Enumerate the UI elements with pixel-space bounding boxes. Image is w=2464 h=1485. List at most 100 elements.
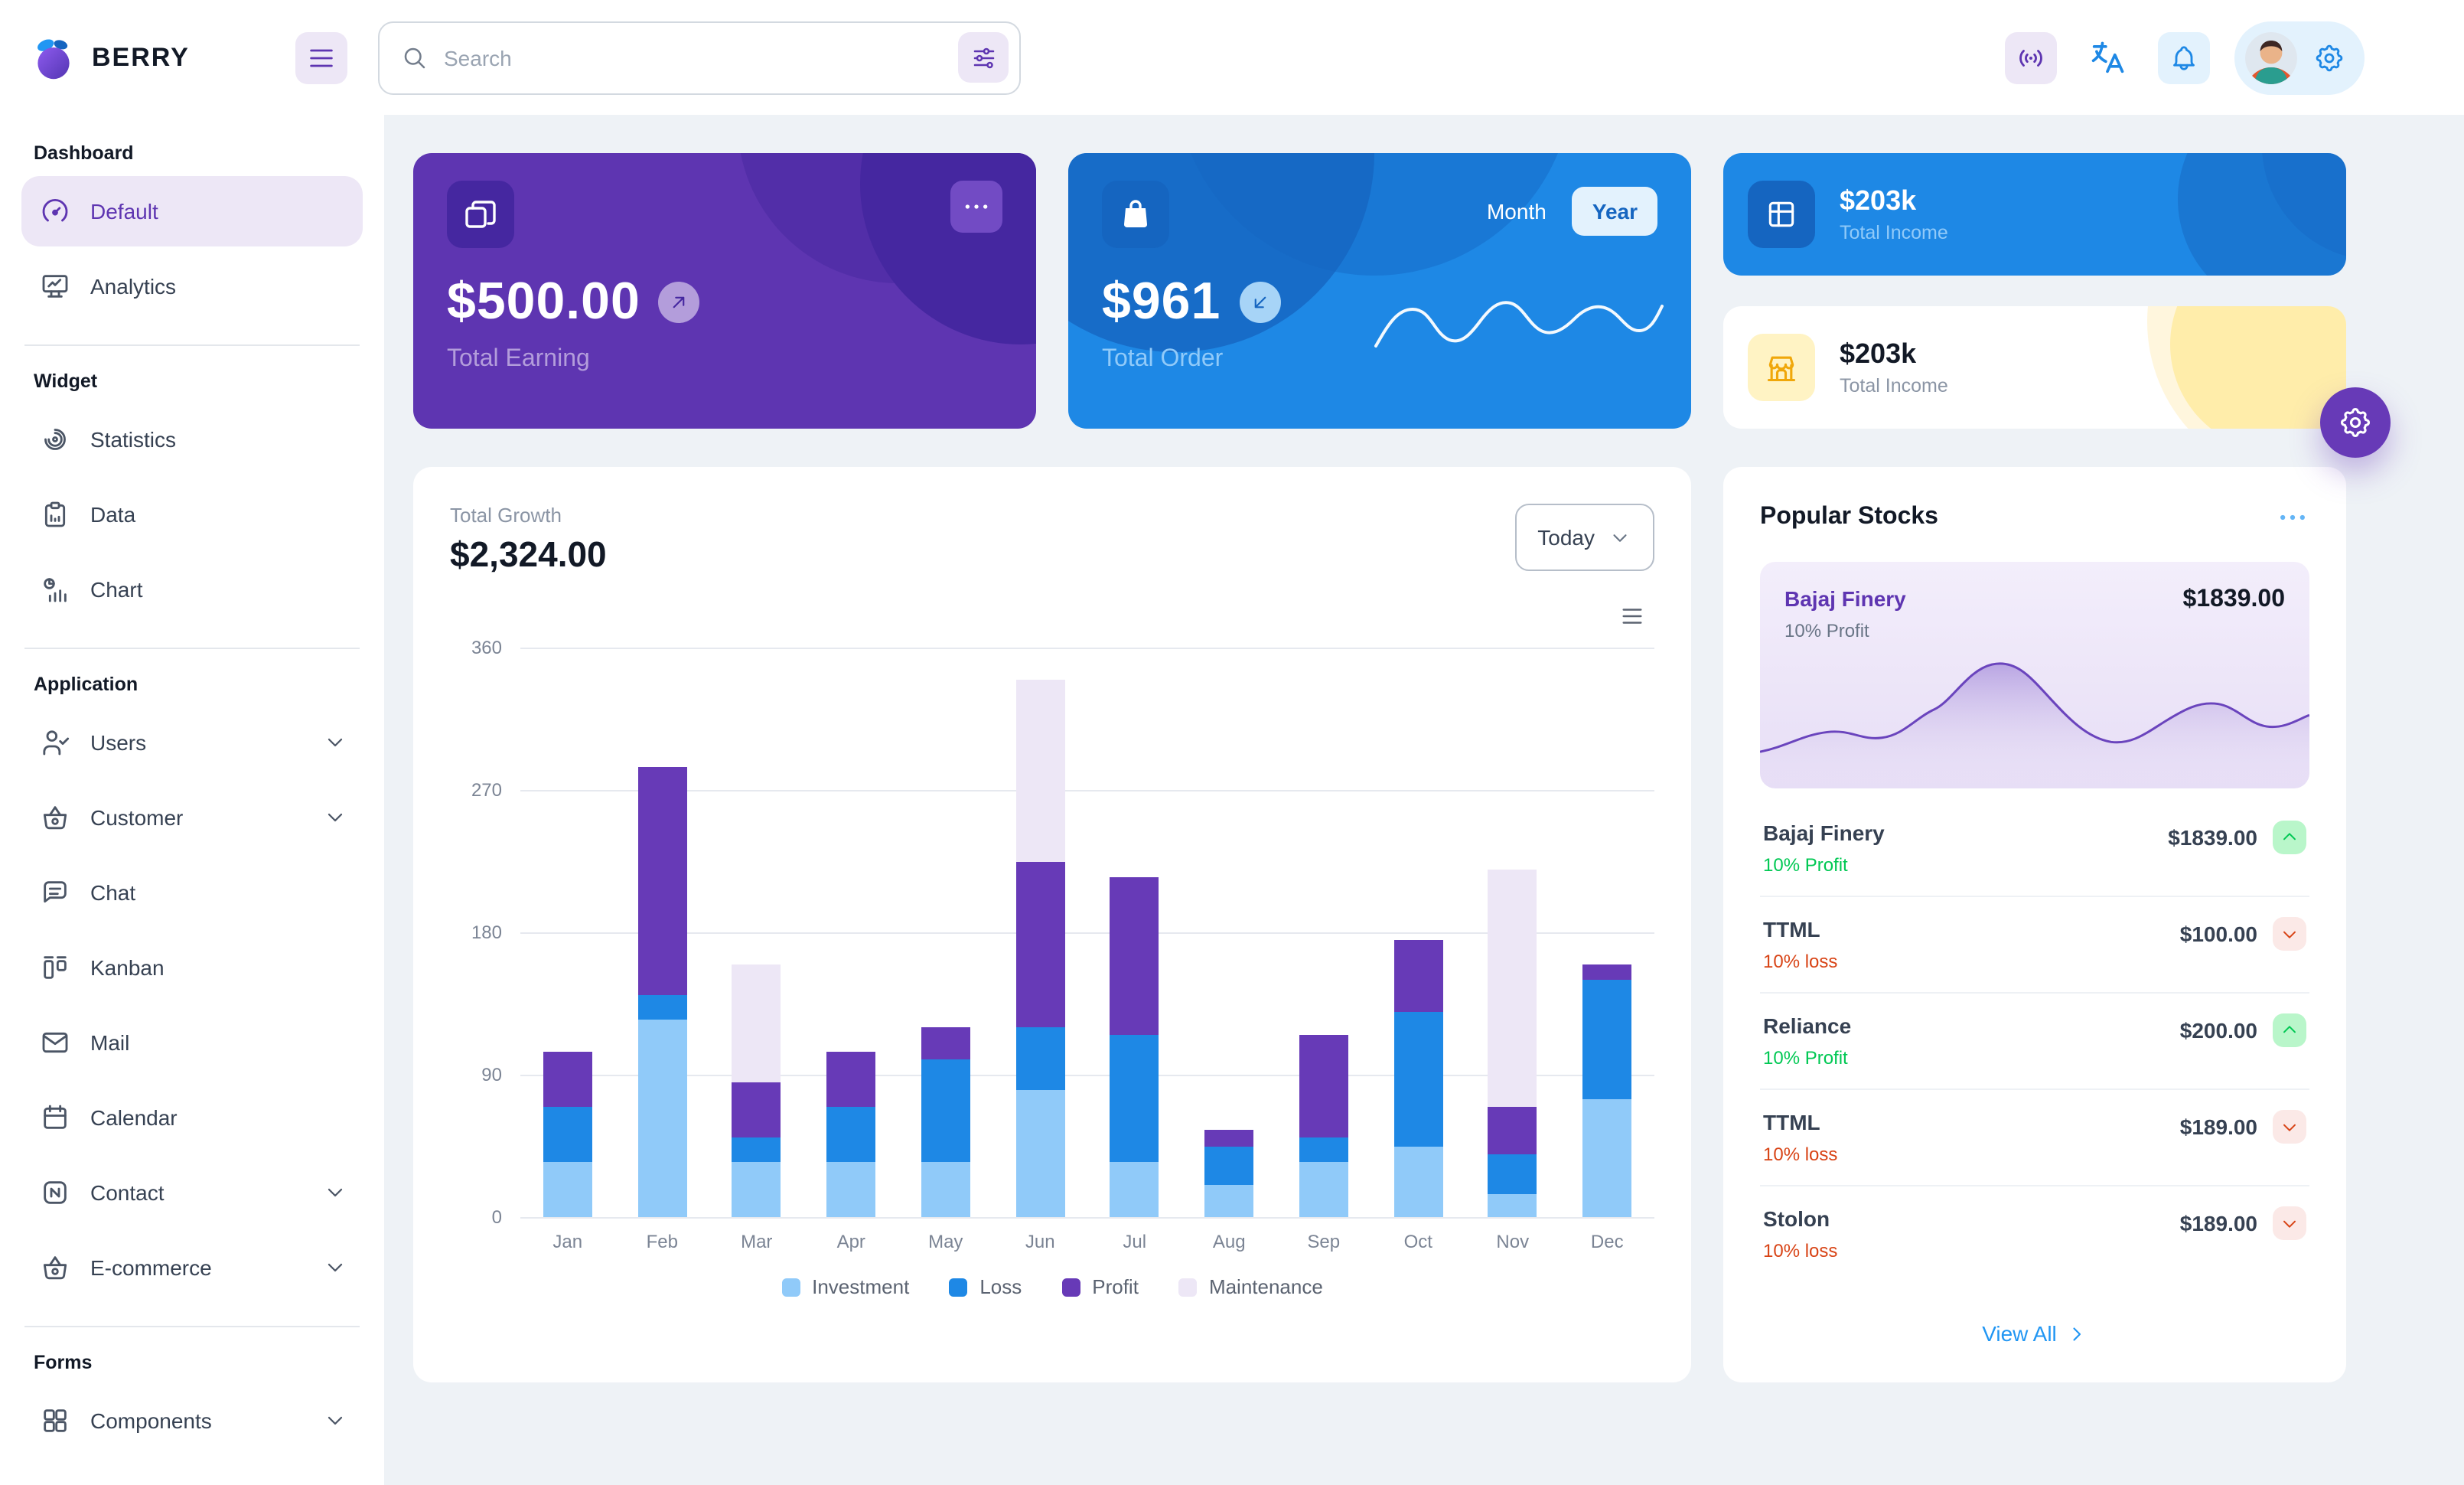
bar-segment [1393, 940, 1443, 1012]
stock-row: Bajaj Finery 10% Profit $1839.00 [1760, 801, 2309, 897]
components-icon [40, 1405, 70, 1436]
bar-segment [1582, 1098, 1632, 1217]
stock-price: $189.00 [2179, 1211, 2257, 1235]
sidebar-item-statistics[interactable]: Statistics [21, 404, 363, 475]
chevron-down-icon [323, 730, 347, 755]
bar-segment [1015, 1027, 1065, 1091]
search-input[interactable] [444, 45, 958, 70]
growth-y-axis: 0 90 180 270 360 [450, 637, 520, 1228]
legend-swatch [781, 1278, 800, 1296]
sidebar-item-analytics[interactable]: Analytics [21, 251, 363, 321]
bar-segment [1488, 1106, 1537, 1154]
sidebar-item-chat[interactable]: Chat [21, 857, 363, 928]
bar-segment [637, 766, 687, 996]
gridline [520, 1217, 1654, 1219]
stock-change: 10% loss [1763, 1144, 1838, 1165]
bar-segment [1299, 1137, 1348, 1162]
bar-column [1582, 648, 1632, 1217]
total-earning-label: Total Earning [447, 346, 590, 372]
berry-logo-icon [31, 34, 77, 80]
notifications-button[interactable] [2158, 31, 2210, 83]
adjustments-icon [970, 44, 997, 71]
legend-item[interactable]: Maintenance [1178, 1275, 1323, 1298]
device-analytics-icon [40, 271, 70, 302]
sidebar-item-label: Mail [90, 1030, 130, 1055]
broadcast-button[interactable] [2005, 31, 2057, 83]
sidebar-toggle-button[interactable] [295, 31, 347, 83]
chevron-down-badge [2273, 1110, 2306, 1144]
header-actions [2005, 21, 2365, 94]
bar-segment [1488, 1193, 1537, 1217]
more-options-button[interactable] [950, 181, 1002, 233]
sidebar-item-ecommerce[interactable]: E-commerce [21, 1232, 363, 1303]
sidebar-item-components[interactable]: Components [21, 1385, 363, 1456]
chevron-down-icon [323, 1255, 347, 1280]
sidebar-item-mail[interactable]: Mail [21, 1007, 363, 1078]
chevron-down-icon [323, 805, 347, 830]
total-growth-card: Total Growth $2,324.00 Today [413, 467, 1691, 1382]
sidebar-item-calendar[interactable]: Calendar [21, 1082, 363, 1153]
bar-column [1299, 648, 1348, 1217]
store-icon [1748, 334, 1815, 401]
basket-icon [40, 802, 70, 833]
bar-segment [732, 1137, 781, 1162]
profile-menu-button[interactable] [2234, 21, 2365, 94]
sidebar-item-kanban[interactable]: Kanban [21, 932, 363, 1003]
stocks-more-button[interactable] [2276, 501, 2309, 534]
x-axis-tick: Jul [1123, 1231, 1147, 1252]
sidebar-item-chart[interactable]: Chart [21, 554, 363, 625]
bar-column [1110, 648, 1159, 1217]
sidebar-item-label: Kanban [90, 955, 165, 980]
year-toggle-button[interactable]: Year [1572, 187, 1657, 236]
view-all-label: View All [1982, 1321, 2057, 1346]
period-select[interactable]: Today [1514, 504, 1654, 571]
bar-segment [732, 1082, 781, 1138]
bar-column [1488, 648, 1537, 1217]
search-box [378, 21, 1021, 94]
bar-segment [732, 964, 781, 1083]
stock-change: 10% loss [1763, 1240, 1838, 1261]
bar-segment [1299, 1035, 1348, 1138]
sidebar-item-label: Default [90, 199, 158, 224]
sidebar-item-default[interactable]: Default [21, 176, 363, 246]
income-cards-column: $203k Total Income $203k Total Income [1723, 153, 2346, 429]
bar-column [826, 648, 876, 1217]
legend-item[interactable]: Investment [781, 1275, 909, 1298]
shopping-bag-icon [1102, 181, 1169, 248]
sidebar-item-users[interactable]: Users [21, 707, 363, 778]
sidebar-item-label: Customer [90, 805, 184, 830]
bar-column [1204, 648, 1254, 1217]
bar-column [543, 648, 592, 1217]
customize-fab-button[interactable] [2320, 387, 2391, 458]
sidebar-item-data[interactable]: Data [21, 479, 363, 550]
legend-item[interactable]: Loss [949, 1275, 1022, 1298]
stock-price: $200.00 [2179, 1018, 2257, 1043]
legend-swatch [949, 1278, 968, 1296]
legend-label: Profit [1092, 1275, 1139, 1298]
view-all-button[interactable]: View All [1982, 1306, 2088, 1349]
bar-segment [1110, 1161, 1159, 1217]
sidebar-item-label: Users [90, 730, 147, 755]
bar-segment [1110, 1035, 1159, 1162]
translate-button[interactable] [2081, 31, 2133, 83]
legend-item[interactable]: Profit [1061, 1275, 1139, 1298]
bar-segment [826, 1106, 876, 1162]
total-order-label: Total Order [1102, 346, 1224, 372]
stock-name: TTML [1763, 1110, 1820, 1134]
featured-stock-card[interactable]: Bajaj Finery 10% Profit $1839.00 [1760, 562, 2309, 788]
sidebar-item-customer[interactable]: Customer [21, 782, 363, 853]
chart-menu-button[interactable] [1619, 603, 1645, 629]
search-settings-button[interactable] [958, 32, 1009, 83]
x-axis-tick: Mar [741, 1231, 773, 1252]
trend-up-badge [658, 282, 700, 323]
sidebar-item-contact[interactable]: Contact [21, 1157, 363, 1228]
brand-logo[interactable]: BERRY [31, 34, 295, 80]
gridline [520, 1075, 1654, 1076]
bar-segment [1204, 1146, 1254, 1186]
chevron-down-badge [2273, 1206, 2306, 1240]
table-layout-icon [1748, 181, 1815, 248]
legend-label: Investment [812, 1275, 910, 1298]
bar-column [1393, 648, 1443, 1217]
stock-change: 10% Profit [1763, 1047, 1848, 1069]
month-toggle-button[interactable]: Month [1467, 187, 1566, 236]
